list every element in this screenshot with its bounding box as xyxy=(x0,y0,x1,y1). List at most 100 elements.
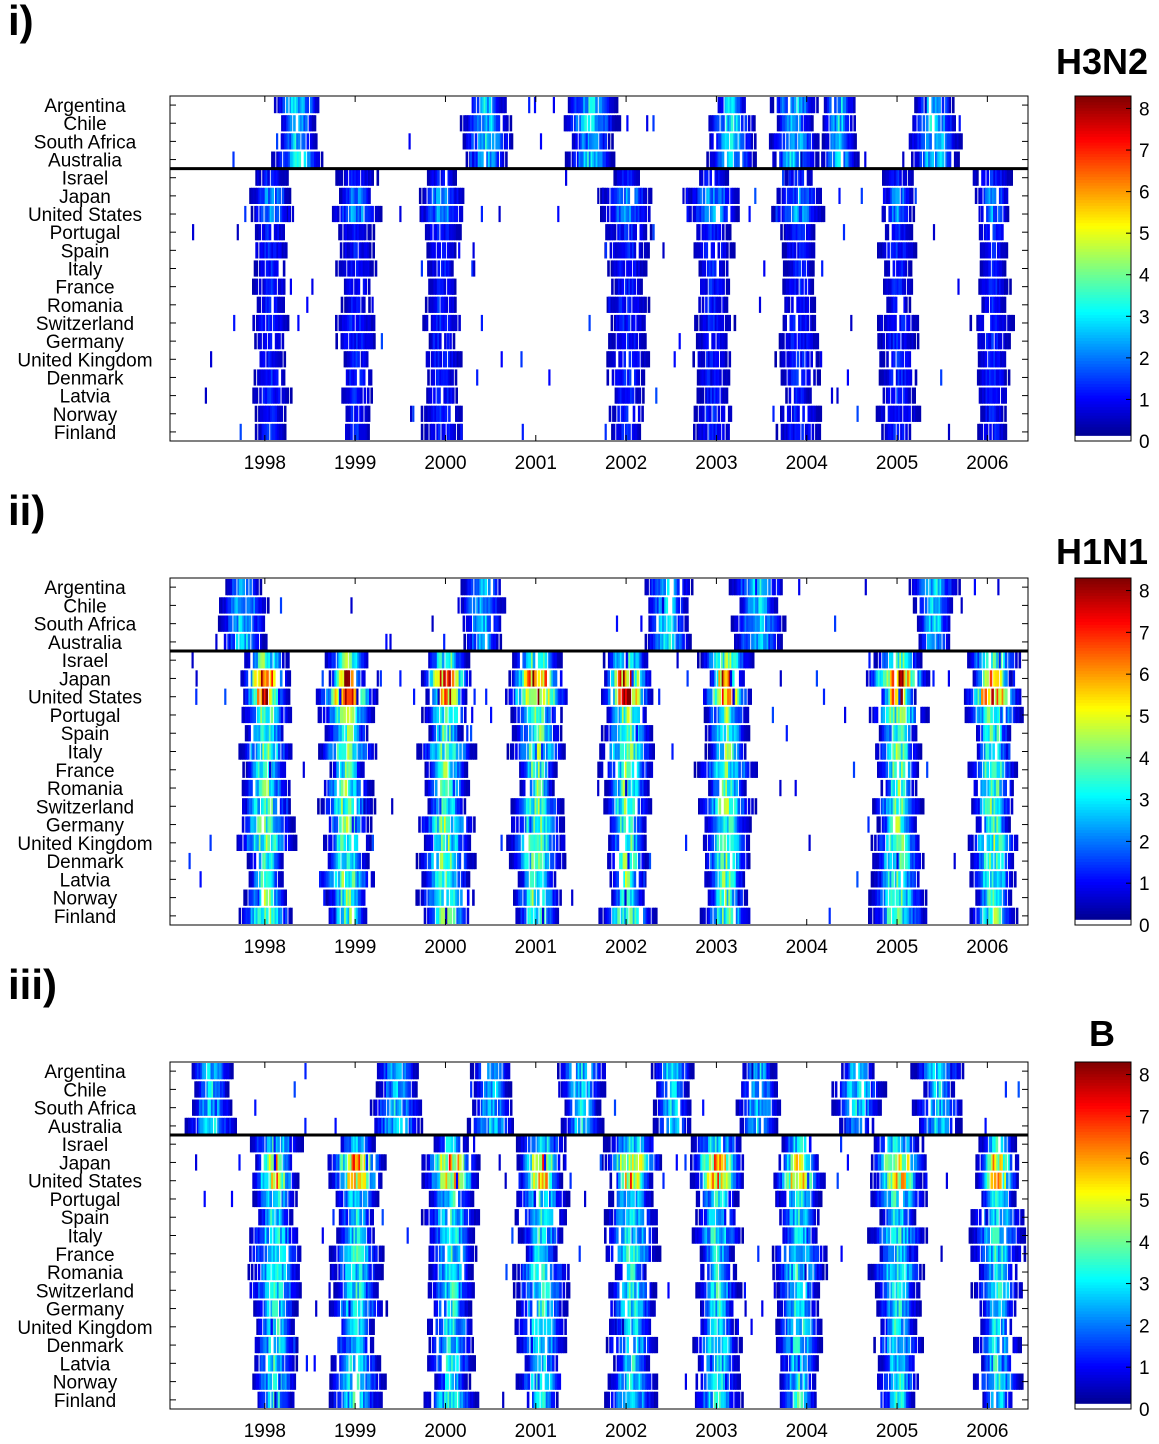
heat-cell xyxy=(492,133,495,149)
heat-cell xyxy=(728,315,731,331)
heat-cell xyxy=(786,725,788,741)
heat-cell xyxy=(652,743,655,759)
heat-cell xyxy=(283,97,286,113)
heat-cell xyxy=(983,333,986,349)
heat-cell xyxy=(434,260,437,276)
heat-cell xyxy=(644,333,647,349)
heat-cell xyxy=(741,115,744,131)
heat-cell xyxy=(712,670,714,686)
heat-cell xyxy=(412,406,414,422)
heat-cell xyxy=(904,170,907,186)
heat-cell xyxy=(1001,224,1004,240)
heat-cell xyxy=(597,188,599,204)
heat-cell xyxy=(576,115,579,131)
heat-cell xyxy=(642,762,645,778)
heat-cell xyxy=(607,206,610,222)
heat-cell xyxy=(893,424,896,440)
heat-cell xyxy=(784,616,787,632)
heat-cell xyxy=(283,279,286,295)
heat-cell xyxy=(305,115,308,131)
heat-cell xyxy=(315,133,318,149)
heat-cell xyxy=(553,97,555,113)
heat-cell xyxy=(640,616,642,632)
heat-cell xyxy=(636,333,639,349)
heat-cell xyxy=(913,707,916,723)
heat-cell xyxy=(802,351,805,367)
heat-cell xyxy=(425,297,428,313)
heat-cell xyxy=(677,652,679,668)
heat-cell xyxy=(461,725,464,741)
heat-cell xyxy=(730,152,733,168)
heat-cell xyxy=(485,579,488,595)
heat-cell xyxy=(709,406,712,422)
heat-cell xyxy=(1013,670,1015,686)
heat-cell xyxy=(560,707,563,723)
heat-cell xyxy=(642,388,645,404)
heat-cell xyxy=(314,115,317,131)
heat-cell xyxy=(280,406,283,422)
heat-cell xyxy=(705,743,708,759)
heat-cell xyxy=(615,707,618,723)
heat-cell xyxy=(351,279,354,295)
heat-cell xyxy=(341,297,344,313)
heat-cell xyxy=(915,597,918,613)
heat-cell xyxy=(1009,707,1012,723)
heat-cell xyxy=(473,260,475,276)
heat-cell xyxy=(263,315,266,331)
heat-cell xyxy=(780,634,783,650)
heat-cell xyxy=(925,597,928,613)
heat-cell xyxy=(399,206,401,222)
heat-cell xyxy=(354,369,357,385)
heat-cell xyxy=(915,188,917,204)
heat-cell xyxy=(481,315,483,331)
heat-cell xyxy=(611,279,614,295)
heat-cell xyxy=(773,206,776,222)
heat-cell xyxy=(427,369,430,385)
heat-cell xyxy=(330,743,333,759)
heat-cell xyxy=(460,351,463,367)
heat-cell xyxy=(648,351,651,367)
heat-cell xyxy=(983,170,986,186)
heat-cell xyxy=(613,351,616,367)
heat-cell xyxy=(812,152,815,168)
heat-cell xyxy=(357,351,360,367)
heat-cell xyxy=(741,689,744,705)
heat-cell xyxy=(274,279,277,295)
heat-cell xyxy=(495,579,498,595)
heat-cell xyxy=(297,315,299,331)
heat-cell xyxy=(562,798,565,814)
heat-cell xyxy=(722,743,725,759)
heat-cell xyxy=(255,260,258,276)
heat-cell xyxy=(474,634,477,650)
heat-cell xyxy=(669,616,672,632)
heat-cell xyxy=(609,762,612,778)
heat-cell xyxy=(633,406,636,422)
heat-cell xyxy=(780,579,783,595)
heat-cell xyxy=(886,351,889,367)
heat-cell xyxy=(303,762,305,778)
heat-cell xyxy=(998,388,1001,404)
heat-cell xyxy=(432,616,434,632)
heat-cell xyxy=(919,406,922,422)
heat-cell xyxy=(813,242,816,258)
heat-cell xyxy=(883,388,886,404)
heat-cell xyxy=(613,333,616,349)
heat-cell xyxy=(456,206,459,222)
heat-cell xyxy=(335,260,338,276)
heat-cell xyxy=(940,369,942,385)
heat-cell xyxy=(270,315,273,331)
heat-cell xyxy=(626,406,629,422)
heat-cell xyxy=(371,743,374,759)
heat-cell xyxy=(363,670,366,686)
heat-cell xyxy=(267,597,270,613)
heat-cell xyxy=(889,743,892,759)
heat-cell xyxy=(571,115,574,131)
heat-cell xyxy=(372,780,375,796)
heat-cell xyxy=(796,279,799,295)
heat-cell xyxy=(265,388,267,404)
heat-cell xyxy=(861,188,863,204)
heat-cell xyxy=(997,725,1000,741)
heat-cell xyxy=(784,315,787,331)
heat-cell xyxy=(651,725,654,741)
